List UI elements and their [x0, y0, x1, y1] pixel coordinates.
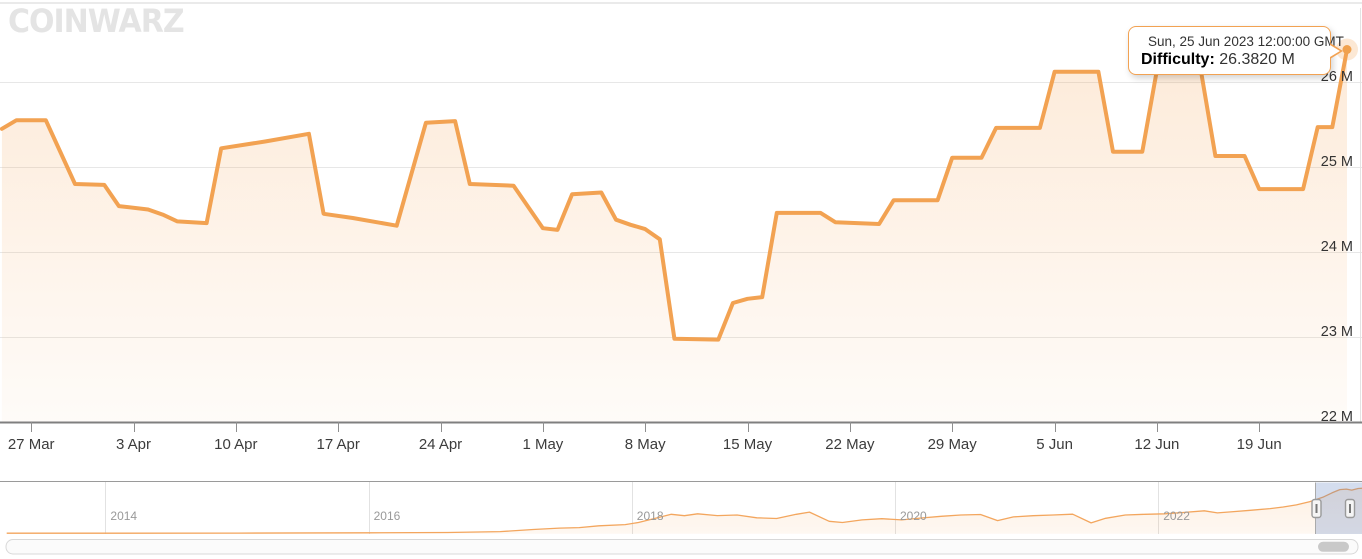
coinwarz-logo: CoinWarz — [8, 3, 185, 41]
tooltip-value: 26.3820 M — [1219, 51, 1295, 68]
tooltip-value-line: Difficulty: 26.3820 M — [1141, 51, 1330, 69]
navigator-handle-left[interactable] — [1311, 498, 1322, 519]
navigator-area — [6, 488, 1362, 534]
top-divider — [0, 2, 1362, 4]
difficulty-area — [1, 49, 1347, 422]
tooltip-series-label: Difficulty: — [1141, 51, 1215, 68]
difficulty-line — [0, 47, 1349, 342]
scrollbar-thumb[interactable] — [1318, 541, 1349, 552]
scrollbar-track[interactable] — [5, 539, 1359, 555]
tooltip: Sun, 25 Jun 2023 12:00:00 GMT Difficulty… — [1128, 26, 1344, 75]
x-axis-ticks — [31, 422, 1260, 432]
marker-dot — [1342, 45, 1352, 54]
navigator-line — [6, 487, 1362, 534]
tooltip-date: Sun, 25 Jun 2023 12:00:00 GMT — [1148, 34, 1344, 49]
navigator-handle-right[interactable] — [1344, 498, 1356, 519]
